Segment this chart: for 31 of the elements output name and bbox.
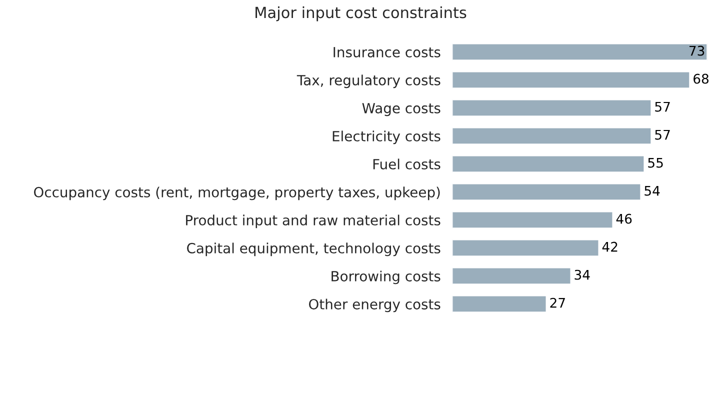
bar — [452, 238, 600, 258]
data-label: 46 — [616, 214, 632, 224]
bar — [452, 70, 691, 90]
y-tick-label: Capital equipment, technology costs — [187, 242, 440, 256]
bar — [452, 210, 614, 230]
data-label: 73 — [689, 46, 704, 56]
data-label: 68 — [694, 74, 709, 84]
y-tick-label: Product input and raw material costs — [186, 214, 440, 228]
bar — [452, 154, 646, 174]
y-tick-label: Insurance costs — [334, 47, 440, 58]
y-tick-label: Other energy costs — [309, 298, 440, 312]
y-tick-label: Borrowing costs — [332, 270, 440, 284]
bar — [452, 98, 652, 118]
bar — [452, 266, 572, 286]
data-label: 54 — [644, 186, 660, 196]
data-label: 42 — [602, 242, 618, 252]
chart-title: Major input cost constraints — [256, 6, 466, 22]
y-tick-label: Tax, regulatory costs — [296, 74, 440, 88]
bar — [452, 42, 708, 62]
y-tick-label: Wage costs — [362, 103, 440, 116]
y-tick-label: Fuel costs — [373, 158, 440, 170]
bar — [452, 182, 642, 202]
data-label: 57 — [655, 102, 670, 112]
y-tick-label: Electricity costs — [332, 130, 440, 144]
data-label: 27 — [550, 298, 565, 308]
data-label: 57 — [655, 130, 670, 140]
data-label: 34 — [574, 270, 590, 280]
bar — [452, 126, 652, 146]
data-label: 55 — [648, 158, 663, 168]
bar — [452, 294, 548, 314]
y-tick-label: Occupancy costs (rent, mortgage, property taxes, upkeep) — [34, 186, 440, 200]
